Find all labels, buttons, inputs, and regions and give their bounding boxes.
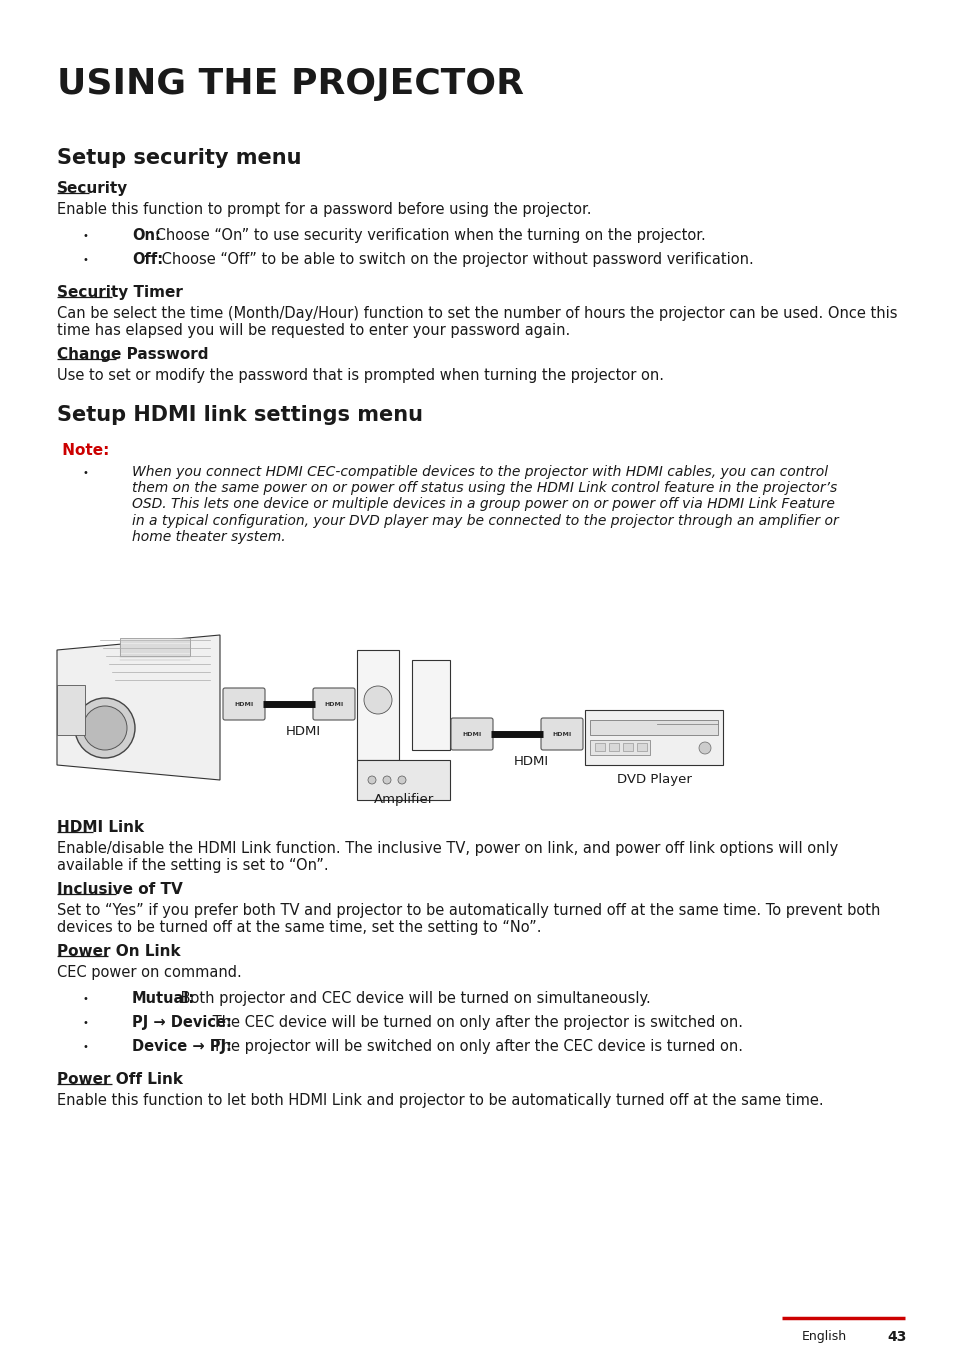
Bar [589, 720, 718, 734]
Text: HDMI: HDMI [462, 732, 481, 737]
Polygon shape [57, 634, 220, 780]
Text: Off:: Off: [132, 252, 163, 267]
Text: English: English [801, 1330, 845, 1343]
Text: The CEC device will be turned on only after the projector is switched on.: The CEC device will be turned on only af… [208, 1015, 741, 1030]
Bar [622, 743, 633, 751]
Text: Enable/disable the HDMI Link function. The inclusive TV, power on link, and powe: Enable/disable the HDMI Link function. T… [57, 841, 838, 873]
Text: When you connect HDMI CEC-compatible devices to the projector with HDMI cables, : When you connect HDMI CEC-compatible dev… [132, 464, 838, 544]
Circle shape [368, 776, 375, 784]
Circle shape [364, 686, 392, 714]
Text: •: • [82, 994, 88, 1004]
Circle shape [75, 698, 135, 757]
Text: Security Timer: Security Timer [57, 285, 183, 300]
Text: 43: 43 [886, 1330, 905, 1345]
Bar [120, 639, 190, 656]
Circle shape [382, 776, 391, 784]
Text: Note:: Note: [57, 443, 110, 458]
Text: Change Password: Change Password [57, 347, 209, 362]
Bar [356, 760, 450, 801]
Text: HDMI: HDMI [324, 702, 343, 706]
Text: Enable this function to let both HDMI Link and projector to be automatically tur: Enable this function to let both HDMI Li… [57, 1094, 822, 1108]
Text: Amplifier: Amplifier [374, 792, 434, 806]
Text: Choose “Off” to be able to switch on the projector without password verification: Choose “Off” to be able to switch on the… [157, 252, 753, 267]
Text: HDMI: HDMI [234, 702, 253, 706]
Text: Both projector and CEC device will be turned on simultaneously.: Both projector and CEC device will be tu… [176, 991, 650, 1006]
Circle shape [699, 743, 710, 755]
Text: Inclusive of TV: Inclusive of TV [57, 882, 183, 896]
Bar [589, 740, 649, 755]
Bar [637, 743, 646, 751]
Text: •: • [82, 468, 88, 478]
Text: DVD Player: DVD Player [616, 774, 691, 786]
Text: HDMI: HDMI [552, 732, 571, 737]
Text: HDMI: HDMI [285, 725, 320, 738]
Text: •: • [82, 1042, 88, 1052]
Circle shape [83, 706, 127, 751]
FancyBboxPatch shape [223, 688, 265, 720]
Text: The projector will be switched on only after the CEC device is turned on.: The projector will be switched on only a… [208, 1040, 741, 1054]
Bar [412, 660, 450, 751]
Text: Setup HDMI link settings menu: Setup HDMI link settings menu [57, 405, 422, 425]
Text: USING THE PROJECTOR: USING THE PROJECTOR [57, 68, 523, 101]
FancyBboxPatch shape [451, 718, 493, 751]
Text: Can be select the time (Month/Day/Hour) function to set the number of hours the : Can be select the time (Month/Day/Hour) … [57, 306, 897, 339]
Text: Set to “Yes” if you prefer both TV and projector to be automatically turned off : Set to “Yes” if you prefer both TV and p… [57, 903, 880, 936]
Text: •: • [82, 1018, 88, 1027]
Text: HDMI Link: HDMI Link [57, 819, 144, 836]
Text: Power Off Link: Power Off Link [57, 1072, 183, 1087]
FancyBboxPatch shape [313, 688, 355, 720]
Bar [595, 743, 604, 751]
Text: Setup security menu: Setup security menu [57, 148, 301, 167]
Text: •: • [82, 231, 88, 242]
Bar [57, 684, 85, 734]
Text: Enable this function to prompt for a password before using the projector.: Enable this function to prompt for a pas… [57, 202, 591, 217]
Bar [584, 710, 722, 765]
FancyBboxPatch shape [540, 718, 582, 751]
Bar [608, 743, 618, 751]
Text: On:: On: [132, 228, 161, 243]
Text: Power On Link: Power On Link [57, 944, 180, 958]
Text: HDMI: HDMI [513, 755, 548, 768]
Text: PJ → Device:: PJ → Device: [132, 1015, 232, 1030]
Text: •: • [82, 255, 88, 265]
Text: Use to set or modify the password that is prompted when turning the projector on: Use to set or modify the password that i… [57, 369, 663, 383]
Text: Mutual:: Mutual: [132, 991, 195, 1006]
Text: Choose “On” to use security verification when the turning on the projector.: Choose “On” to use security verification… [151, 228, 705, 243]
Text: Device → PJ:: Device → PJ: [132, 1040, 232, 1054]
Text: Security: Security [57, 181, 128, 196]
Circle shape [397, 776, 406, 784]
Bar [356, 649, 398, 760]
Text: CEC power on command.: CEC power on command. [57, 965, 241, 980]
